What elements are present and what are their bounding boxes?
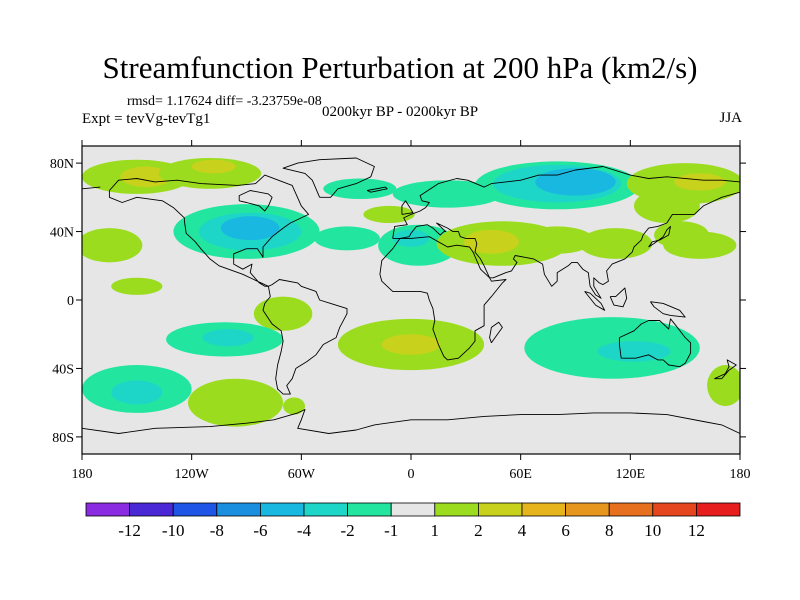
- axis-ticks: 80N 40N 0 40S 80S 180 120W 60W 0 60E 120E 180: [50, 140, 751, 482]
- colorbar-label: 6: [561, 521, 570, 540]
- season-label: JJA: [719, 110, 742, 126]
- colorbar-swatch: [608, 502, 654, 517]
- coastline: [618, 318, 692, 368]
- colorbar-label: 10: [644, 521, 661, 540]
- lat-tick-label: 40N: [50, 226, 74, 241]
- lat-tick-label: 40S: [52, 362, 74, 377]
- anomaly-region: [520, 226, 594, 254]
- stats-text: rmsd= 1.17624 diff= -3.23759e-08: [127, 94, 322, 109]
- anomaly-region: [323, 178, 397, 200]
- anomaly-region: [535, 168, 616, 196]
- colorbar-label: -6: [253, 521, 267, 540]
- coastline: [82, 186, 101, 190]
- lon-tick-label: 120E: [616, 467, 646, 482]
- anomaly-region: [283, 397, 305, 415]
- colorbar-swatch: [216, 502, 261, 517]
- lon-tick-label: 120W: [175, 467, 210, 482]
- colorbar-swatch: [259, 502, 305, 517]
- anomaly-region: [381, 334, 441, 355]
- lon-tick-label: 180: [72, 467, 93, 482]
- coastline: [108, 174, 310, 287]
- lat-tick-label: 80N: [50, 157, 74, 172]
- page-title: Streamfunction Perturbation at 200 hPa (…: [102, 50, 698, 85]
- anomaly-region: [707, 365, 740, 407]
- colorbar-label: -2: [341, 521, 355, 540]
- lat-tick-label: 0: [67, 294, 74, 309]
- coastline: [379, 236, 507, 361]
- anomaly-region: [111, 380, 163, 405]
- coastline: [650, 301, 686, 318]
- coastline: [489, 321, 503, 344]
- lat-tick-label: 80S: [52, 431, 74, 446]
- coastline: [366, 186, 388, 193]
- colorbar: -12 -10 -8 -6 -4 -2 -1 1 2 4 6 8 10 12: [85, 502, 741, 540]
- anomaly-region: [464, 229, 519, 254]
- lon-tick-label: 180: [730, 467, 751, 482]
- anomaly-region: [202, 329, 254, 347]
- coastline: [401, 200, 414, 215]
- anomaly-region: [363, 205, 415, 223]
- anomaly-region: [253, 296, 313, 331]
- anomaly-region: [392, 180, 503, 208]
- coastline: [584, 290, 606, 311]
- anomaly-layer: [82, 157, 740, 427]
- coastline: [392, 166, 740, 239]
- anomaly-region: [314, 226, 380, 251]
- colorbar-swatch: [434, 502, 479, 517]
- colorbar-label: 1: [431, 521, 440, 540]
- colorbar-swatch: [565, 502, 610, 517]
- anomaly-region: [220, 216, 280, 241]
- colorbar-swatch: [652, 502, 697, 517]
- colorbar-label: -1: [384, 521, 398, 540]
- anomaly-region: [188, 378, 284, 427]
- colorbar-label: 2: [474, 521, 483, 540]
- colorbar-swatch: [303, 502, 348, 517]
- coastline: [282, 157, 375, 198]
- lon-tick-label: 60E: [509, 467, 532, 482]
- colorbar-label: -4: [297, 521, 312, 540]
- coastline: [392, 191, 740, 299]
- anomaly-region: [111, 277, 163, 295]
- coastline: [648, 225, 671, 248]
- colorbar-label: 8: [605, 521, 614, 540]
- colorbar-label: 12: [688, 521, 705, 540]
- coastline: [714, 359, 737, 380]
- anomaly-region: [674, 173, 726, 191]
- colorbar-swatch: [477, 502, 523, 517]
- colorbar-swatch: [696, 502, 741, 517]
- anomaly-region: [633, 188, 700, 223]
- colorbar-swatch: [85, 502, 130, 517]
- colorbar-label: -8: [210, 521, 224, 540]
- coastline: [238, 190, 273, 212]
- lon-tick-label: 0: [408, 467, 415, 482]
- coastline-layer: [82, 157, 740, 434]
- anomaly-region: [579, 228, 653, 259]
- anomaly-region: [82, 228, 143, 263]
- coastline: [609, 287, 628, 308]
- colorbar-swatch: [390, 502, 436, 517]
- colorbar-swatch: [172, 502, 218, 517]
- period-label: 0200kyr BP - 0200kyr BP: [322, 104, 479, 120]
- experiment-label: Expt = tevVg-tevTg1: [82, 111, 211, 127]
- lon-tick-label: 60W: [288, 467, 316, 482]
- colorbar-swatch: [521, 502, 566, 517]
- colorbar-swatch: [347, 502, 392, 517]
- colorbar-label: -10: [162, 521, 185, 540]
- colorbar-swatch: [129, 502, 174, 517]
- colorbar-label: 4: [518, 521, 527, 540]
- colorbar-label: -12: [118, 521, 141, 540]
- anomaly-region: [191, 159, 236, 174]
- coastline: [262, 279, 348, 395]
- coastline: [82, 409, 740, 434]
- anomaly-region: [663, 231, 737, 259]
